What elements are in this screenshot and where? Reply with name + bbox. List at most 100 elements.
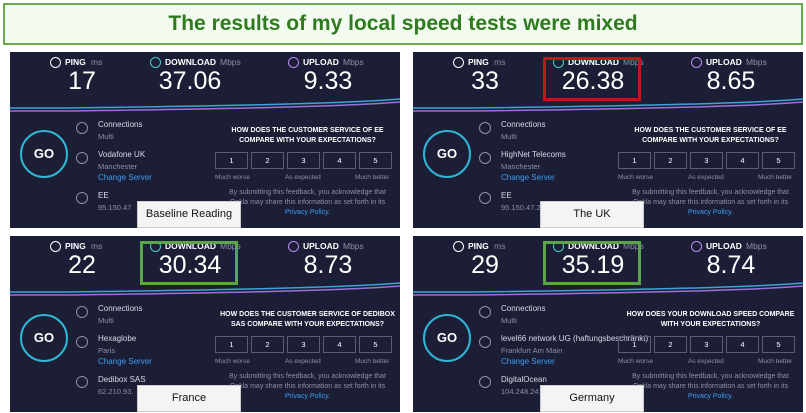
server-icon <box>76 336 88 348</box>
ping-unit: ms <box>91 57 103 67</box>
ping-value: 29 <box>471 251 499 279</box>
survey-question: HOW DOES THE CUSTOMER SERVICE OF EE COMP… <box>231 127 384 144</box>
rating-button[interactable]: 3 <box>690 152 723 169</box>
privacy-link[interactable]: Privacy Policy. <box>285 393 330 400</box>
rating-button[interactable]: 5 <box>762 336 795 353</box>
download-unit: Mbps <box>623 57 644 67</box>
download-label: DOWNLOAD <box>165 57 216 67</box>
go-button[interactable]: GO <box>20 314 68 362</box>
graph-line <box>10 101 400 112</box>
server-icon <box>479 152 491 164</box>
privacy-link[interactable]: Privacy Policy. <box>688 209 733 216</box>
server-icon <box>479 336 491 348</box>
speed-graph <box>413 98 803 112</box>
scale-expected: As expected <box>285 174 321 181</box>
server-location: Manchester <box>501 162 541 171</box>
rating-button[interactable]: 3 <box>690 336 723 353</box>
server-location: Paris <box>98 346 116 355</box>
connections-icon <box>76 306 88 318</box>
rating-button[interactable]: 5 <box>359 336 392 353</box>
speedtest-panel: PING ms 33 DOWNLOAD Mbps 26.38 UPLOAD Mbps 8.65 G… <box>413 52 803 228</box>
metric-icon <box>150 57 161 68</box>
change-server-link[interactable]: Change Server <box>501 173 555 182</box>
scale-better: Much better <box>758 174 793 181</box>
metric-icon <box>453 57 464 68</box>
change-server-link[interactable]: Change Server <box>98 357 152 366</box>
download-unit: Mbps <box>220 57 241 67</box>
metric-icon <box>288 57 299 68</box>
upload-label: UPLOAD <box>706 241 742 251</box>
server-location: Frankfurt Am Main <box>501 346 563 355</box>
graph-line <box>10 285 400 296</box>
ping-value: 17 <box>68 67 96 95</box>
rating-button[interactable]: 1 <box>215 152 248 169</box>
survey-question: HOW DOES YOUR DOWNLOAD SPEED COMPARE WIT… <box>626 311 795 328</box>
rating-button[interactable]: 2 <box>251 336 284 353</box>
upload-unit: Mbps <box>343 241 364 251</box>
connections-mode: Multi <box>98 316 114 325</box>
caption: The UK <box>540 201 644 228</box>
rating-button[interactable]: 2 <box>654 152 687 169</box>
rating-button[interactable]: 5 <box>359 152 392 169</box>
speed-graph <box>10 282 400 296</box>
rating-button[interactable]: 2 <box>654 336 687 353</box>
connections-mode: Multi <box>501 132 517 141</box>
server-location: Manchester <box>98 162 138 171</box>
rating-button[interactable]: 5 <box>762 152 795 169</box>
metric-icon <box>453 241 464 252</box>
highlight-box <box>140 241 238 285</box>
scale-worse: Much worse <box>215 358 251 365</box>
isp-name: DigitalOcean <box>501 375 547 384</box>
rating-button[interactable]: 1 <box>618 152 651 169</box>
privacy-link[interactable]: Privacy Policy. <box>285 209 330 216</box>
ping-label: PING <box>468 241 489 251</box>
go-button[interactable]: GO <box>423 130 471 178</box>
rating-button[interactable]: 1 <box>215 336 248 353</box>
download-value: 35.19 <box>561 251 625 279</box>
scale-expected: As expected <box>688 174 724 181</box>
metric-icon <box>50 241 61 252</box>
upload-label: UPLOAD <box>303 241 339 251</box>
disclaimer-text: By submitting this feedback, you acknowl… <box>229 373 386 390</box>
download-unit: Mbps <box>220 241 241 251</box>
speed-graph <box>10 98 400 112</box>
caption: Germany <box>540 385 644 412</box>
rating-button[interactable]: 4 <box>726 152 759 169</box>
download-unit: Mbps <box>623 241 644 251</box>
go-button[interactable]: GO <box>423 314 471 362</box>
rating-button[interactable]: 1 <box>618 336 651 353</box>
server-icon <box>76 152 88 164</box>
upload-unit: Mbps <box>746 241 767 251</box>
graph-line <box>413 285 803 296</box>
scale-expected: As expected <box>285 358 321 365</box>
highlight-box <box>543 57 641 101</box>
go-button[interactable]: GO <box>20 130 68 178</box>
connections-label: Connections <box>501 304 546 313</box>
change-server-link[interactable]: Change Server <box>98 173 152 182</box>
disclaimer: By submitting this feedback, you acknowl… <box>623 188 798 218</box>
rating-button[interactable]: 3 <box>287 336 320 353</box>
isp-name: EE <box>98 191 109 200</box>
rating-button[interactable]: 3 <box>287 152 320 169</box>
ip-address: 95.150.47.22 <box>501 203 545 212</box>
rating-button[interactable]: 2 <box>251 152 284 169</box>
metric-icon <box>50 57 61 68</box>
caption: France <box>137 385 241 412</box>
connections-icon <box>76 122 88 134</box>
speedtest-panel: PING ms 22 DOWNLOAD Mbps 30.34 UPLOAD Mbps 8.73 G… <box>10 236 400 412</box>
connections-mode: Multi <box>501 316 517 325</box>
upload-unit: Mbps <box>746 57 767 67</box>
rating-button[interactable]: 4 <box>726 336 759 353</box>
privacy-link[interactable]: Privacy Policy. <box>688 393 733 400</box>
rating-button[interactable]: 4 <box>323 336 356 353</box>
change-server-link[interactable]: Change Server <box>501 357 555 366</box>
ping-unit: ms <box>494 241 506 251</box>
isp-icon <box>479 376 491 388</box>
survey-question: HOW DOES THE CUSTOMER SERVICE OF EE COMP… <box>634 127 787 144</box>
download-label: DOWNLOAD <box>568 57 619 67</box>
isp-icon <box>479 192 491 204</box>
caption: Baseline Reading <box>137 201 241 228</box>
rating-button[interactable]: 4 <box>323 152 356 169</box>
ping-label: PING <box>65 241 86 251</box>
download-value: 37.06 <box>158 67 222 95</box>
